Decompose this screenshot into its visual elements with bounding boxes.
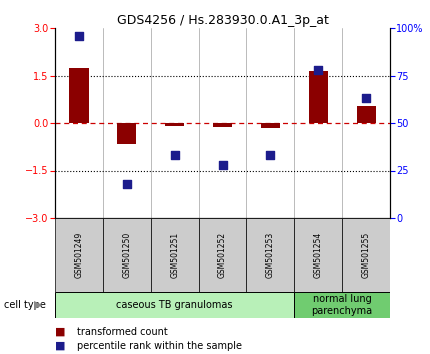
Text: transformed count: transformed count — [77, 327, 168, 337]
Text: ■: ■ — [55, 341, 65, 351]
Bar — [151, 218, 199, 292]
Text: GSM501253: GSM501253 — [266, 232, 275, 278]
Bar — [165, 123, 184, 126]
Text: GSM501249: GSM501249 — [74, 232, 83, 278]
Text: ■: ■ — [55, 327, 65, 337]
Bar — [69, 68, 89, 123]
Bar — [103, 218, 150, 292]
Bar — [261, 123, 280, 128]
Bar — [55, 292, 294, 318]
Text: GSM501251: GSM501251 — [170, 232, 179, 278]
Bar — [246, 218, 294, 292]
Point — [76, 33, 83, 39]
Bar — [117, 123, 136, 144]
Bar — [55, 218, 103, 292]
Bar — [213, 123, 232, 127]
Bar — [199, 218, 246, 292]
Bar — [309, 71, 328, 123]
Text: GSM501255: GSM501255 — [362, 232, 371, 278]
Text: GSM501252: GSM501252 — [218, 232, 227, 278]
Text: cell type: cell type — [4, 300, 46, 310]
Point — [123, 181, 130, 187]
Text: caseous TB granulomas: caseous TB granulomas — [117, 300, 233, 310]
Text: ▶: ▶ — [34, 300, 42, 310]
Text: GSM501250: GSM501250 — [122, 232, 131, 278]
Point — [219, 162, 226, 168]
Bar — [294, 218, 342, 292]
Bar — [342, 218, 390, 292]
Text: normal lung
parenchyma: normal lung parenchyma — [312, 294, 373, 316]
Point — [171, 153, 178, 158]
Text: GSM501254: GSM501254 — [314, 232, 322, 278]
Point — [362, 96, 369, 101]
Text: percentile rank within the sample: percentile rank within the sample — [77, 341, 243, 351]
Bar — [294, 292, 390, 318]
Title: GDS4256 / Hs.283930.0.A1_3p_at: GDS4256 / Hs.283930.0.A1_3p_at — [117, 14, 329, 27]
Bar — [356, 105, 376, 123]
Point — [315, 67, 322, 73]
Point — [267, 153, 274, 158]
